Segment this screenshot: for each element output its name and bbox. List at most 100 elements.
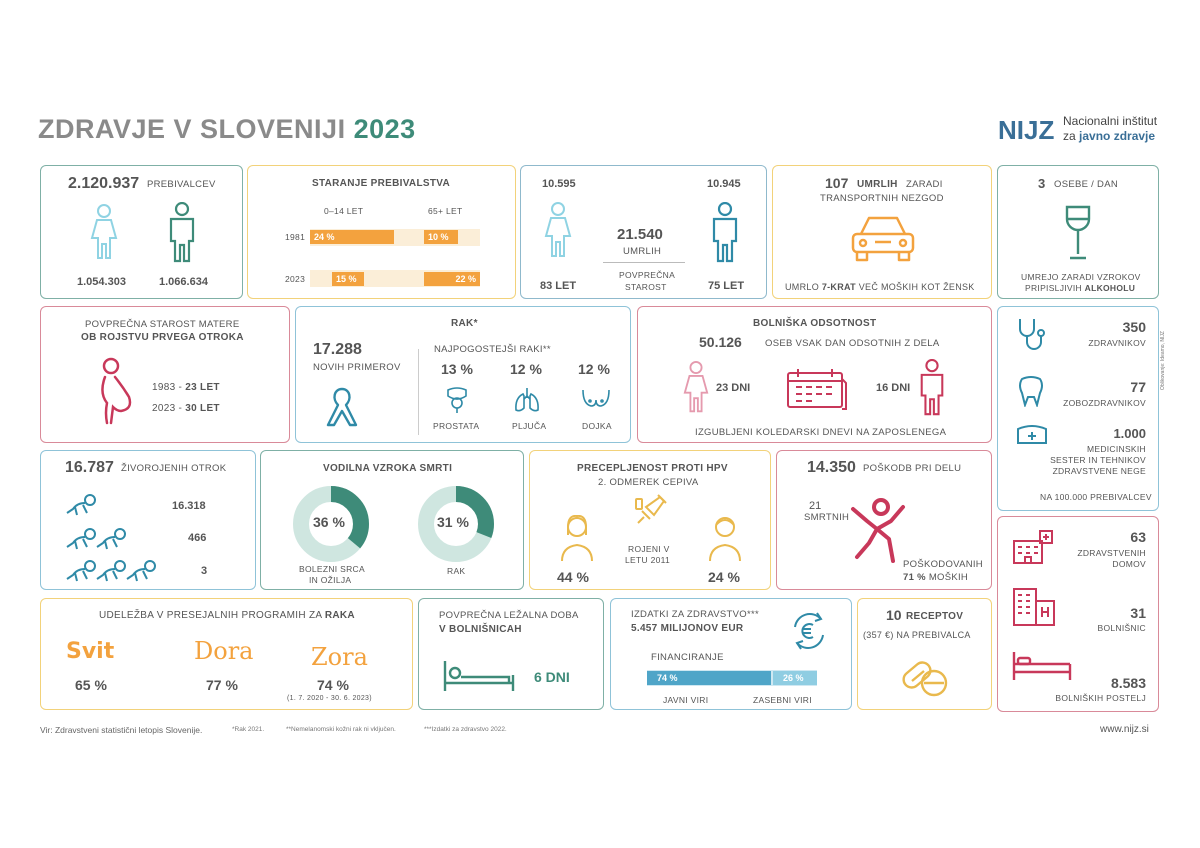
car-icon — [851, 216, 915, 262]
causes-heart-l1: BOLEZNI SRCA — [299, 564, 365, 574]
spending-value: 5.457 MILIJONOV EUR — [631, 623, 744, 634]
woman-icon — [544, 202, 572, 257]
alcohol-foot1: UMREJO ZARADI VZROKOV — [1021, 272, 1141, 282]
org-line2-b: javno zdravje — [1079, 129, 1156, 143]
transport-label2: TRANSPORTNIH NEZGOD — [820, 193, 944, 204]
injuries-injured-label: POŠKODOVANIH — [903, 559, 983, 570]
hpv-subtitle: 2. ODMEREK CEPIVA — [598, 477, 699, 488]
calendar-icon — [787, 369, 847, 410]
footer-note1: *Rak 2021. — [232, 726, 265, 733]
cancer-divider — [418, 349, 419, 435]
mother-line1: POVPREČNA STAROST MATERE — [85, 319, 240, 330]
population-total: 2.120.937 — [68, 175, 140, 192]
births-value: 16.787 — [65, 459, 114, 476]
cancer-card: RAK* 17.288 NOVIH PRIMEROV NAJPOGOSTEJŠI… — [295, 306, 631, 443]
causes-cancer-label: RAK — [447, 566, 466, 576]
deaths-card: 10.595 10.945 21.540 UMRLIH POVPREČNA ST… — [520, 165, 767, 299]
twins-icon — [66, 528, 126, 550]
aging-bar-1981-old: 10 % — [424, 230, 458, 244]
cancer-prostate-label: PROSTATA — [433, 421, 480, 431]
cancer-prostate-pct: 13 % — [441, 361, 473, 377]
staff-nurses-l1: MEDICINSKIH — [1086, 444, 1146, 454]
mother-r1-value: 23 LET — [185, 382, 220, 393]
pills-icon — [902, 661, 948, 697]
births-twins: 466 — [188, 532, 207, 544]
page-title: ZDRAVJE V SLOVENIJI 2023 — [38, 114, 416, 145]
population-women: 1.054.303 — [77, 276, 126, 288]
bed-icon — [443, 661, 515, 691]
injuries-card: 14.350 POŠKODB PRI DELU 21 SMRTNIH POŠKO… — [776, 450, 992, 590]
population-card: 2.120.937 PREBIVALCEV 1.054.303 1.066.63… — [40, 165, 243, 299]
cancer-death-donut — [418, 486, 494, 562]
causes-card: VODILNA VZROKA SMRTI 36 % BOLEZNI SRCA I… — [260, 450, 524, 590]
health-center-icon — [1013, 530, 1053, 564]
spending-public-label: JAVNI VIRI — [663, 695, 709, 705]
deaths-label: UMRLIH — [623, 246, 662, 257]
prostate-icon — [447, 387, 467, 413]
alcohol-label: OSEBE / DAN — [1054, 179, 1119, 190]
aging-title: STARANJE PREBIVALSTVA — [312, 178, 450, 189]
facilities-card: 63 ZDRAVSTVENIH DOMOV 31 BOLNIŠNIC 8.583… — [997, 516, 1159, 712]
injuries-injured-men: 71 % MOŠKIH — [903, 572, 968, 583]
staff-nurses-l2: SESTER IN TEHNIKOV — [1050, 455, 1146, 465]
facilities-centers: 63 — [1130, 529, 1146, 545]
hospital-stay-line2: V BOLNIŠNICAH — [439, 624, 522, 635]
sick-leave-foot: IZGUBLJENI KOLEDARSKI DNEVI NA ZAPOSLENE… — [695, 427, 947, 438]
lungs-icon — [515, 388, 539, 412]
deaths-divider — [603, 262, 685, 263]
org-line2-a: za — [1063, 129, 1080, 143]
prescriptions-label: RECEPTOV — [906, 611, 964, 622]
prescriptions-card: 10 RECEPTOV (357 €) NA PREBIVALCA — [857, 598, 992, 710]
transport-label1b: ZARADI — [906, 179, 943, 190]
side-credit: Oblikovanje: Ideamo, NIJZ — [1160, 331, 1166, 390]
screening-card: UDELEŽBA V PRESEJALNIH PROGRAMIH ZA RAKA… — [40, 598, 413, 710]
woman-icon — [90, 204, 118, 259]
aging-col-young: 0–14 LET — [324, 206, 364, 216]
cancer-common-label: NAJPOGOSTEJŠI RAKI** — [434, 344, 551, 355]
cancer-value-label: NOVIH PRIMEROV — [313, 362, 401, 373]
hpv-girls: 44 % — [557, 569, 589, 585]
spending-card: IZDATKI ZA ZDRAVSTVO*** 5.457 MILIJONOV … — [610, 598, 852, 710]
staff-doctors-label: ZDRAVNIKOV — [1088, 338, 1146, 348]
hospital-icon — [1013, 588, 1055, 626]
pregnant-woman-icon — [101, 357, 132, 425]
transport-foot-a: UMRLO — [785, 282, 822, 292]
dora-logo: Dora — [194, 637, 254, 665]
mother-r1-year: 1983 - — [152, 382, 186, 393]
staff-doctors: 350 — [1122, 319, 1146, 335]
deaths-men-age: 75 LET — [708, 280, 745, 292]
sick-leave-women-days: 23 DNI — [716, 382, 751, 394]
alcohol-value: 3 — [1038, 176, 1046, 191]
transport-foot-c: VEČ MOŠKIH KOT ŽENSK — [855, 282, 975, 292]
alcohol-foot2-b: ALKOHOLU — [1084, 283, 1136, 293]
births-label: ŽIVOROJENIH OTROK — [121, 463, 227, 474]
aging-year2: 2023 — [285, 274, 306, 284]
ribbon-icon — [326, 387, 358, 427]
prescriptions-value: 10 — [886, 607, 902, 623]
staff-card: 350 ZDRAVNIKOV 77 ZOBOZDRAVNIKOV 1.000 M… — [997, 306, 1159, 511]
screening-zora-note: (1. 7. 2020 - 30. 6. 2023) — [287, 695, 372, 702]
staff-dentists-label: ZOBOZDRAVNIKOV — [1063, 398, 1146, 408]
sick-leave-value: 50.126 — [699, 334, 742, 350]
wine-glass-icon — [1065, 205, 1091, 260]
cancer-value: 17.288 — [313, 341, 362, 358]
hospital-stay-line1: POVPREČNA LEŽALNA DOBA — [439, 610, 579, 621]
deaths-men: 10.945 — [707, 178, 741, 190]
deaths-avg-label1: POVPREČNA — [619, 270, 676, 280]
spending-fin-label: FINANCIRANJE — [651, 652, 724, 663]
hospital-bed-icon — [1012, 652, 1072, 680]
population-men: 1.066.634 — [159, 276, 208, 288]
nijz-logo: NIJZ — [998, 115, 1055, 145]
cancer-breast-pct: 12 % — [578, 361, 610, 377]
causes-heart-l2: IN OŽILJA — [309, 575, 352, 585]
injured-person-icon — [851, 498, 905, 563]
heart-disease-donut — [293, 486, 369, 562]
mother-r2-year: 2023 - — [152, 403, 186, 414]
hospital-stay-value: 6 DNI — [534, 669, 570, 685]
breast-icon — [582, 389, 610, 407]
footer-site[interactable]: www.nijz.si — [1100, 724, 1149, 735]
stethoscope-icon — [1019, 319, 1045, 350]
sick-leave-value-label: OSEB VSAK DAN ODSOTNIH Z DELA — [765, 338, 940, 349]
spending-bar-public: 74 % — [647, 671, 771, 685]
man-icon — [169, 202, 195, 263]
